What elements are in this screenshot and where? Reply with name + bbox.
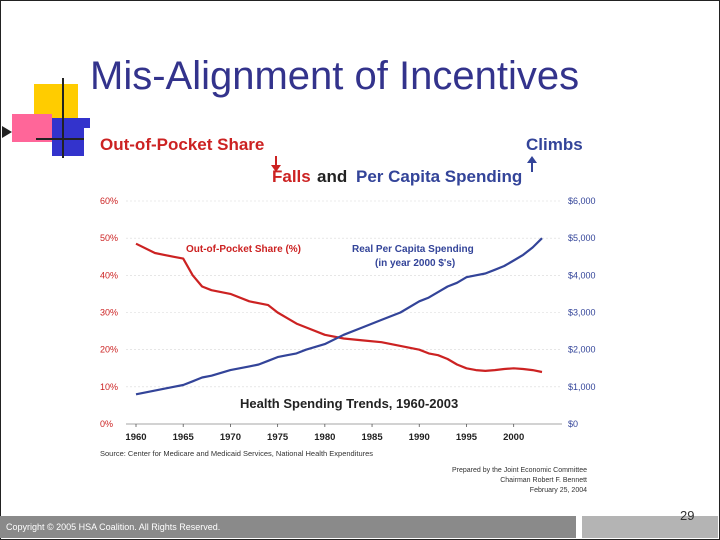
left-tick-label: 30%	[100, 308, 118, 318]
source-note: Source: Center for Medicare and Medicaid…	[100, 449, 373, 458]
x-tick-label: 1975	[267, 432, 289, 443]
vertical-rule	[62, 78, 64, 158]
oop-share-line	[135, 242, 543, 374]
credit-line-3: February 25, 2004	[530, 487, 587, 494]
horizontal-rule	[36, 138, 92, 140]
x-tick-label: 1970	[220, 432, 241, 443]
arrow-pointer-icon	[2, 126, 12, 138]
x-tick-label: 1985	[361, 432, 383, 443]
page-number: 29	[680, 508, 695, 523]
x-tick-label: 1980	[314, 432, 335, 443]
copyright-text: Copyright © 2005 HSA Coalition. All Righ…	[6, 522, 221, 532]
slide-title: Mis-Alignment of Incentives	[90, 54, 580, 98]
right-tick-label: $1,000	[568, 382, 596, 392]
right-tick-label: $0	[568, 419, 578, 429]
per-capita-spending-line	[135, 237, 543, 396]
headline-climbs: Climbs	[526, 135, 583, 154]
spending-label-line1: Real Per Capita Spending	[352, 244, 474, 255]
x-tick-label: 1990	[409, 432, 430, 443]
headline-and: and	[317, 167, 347, 186]
left-tick-label: 20%	[100, 345, 118, 355]
pink-square	[12, 114, 52, 142]
right-tick-label: $6,000	[568, 196, 596, 206]
spending-trends-chart: Out-of-Pocket Share Climbs Falls and Per…	[100, 135, 596, 494]
blue-square	[52, 118, 90, 156]
left-tick-label: 0%	[100, 419, 113, 429]
headline-spending: Per Capita Spending	[356, 167, 522, 186]
credit-line-2: Chairman Robert F. Bennett	[500, 477, 587, 484]
left-axis: 0% 10% 20% 30% 40% 50% 60%	[100, 196, 118, 429]
falls-arrow-head	[271, 165, 281, 172]
right-tick-label: $2,000	[568, 345, 596, 355]
credit-line-1: Prepared by the Joint Economic Committee	[452, 467, 587, 474]
x-tick-label: 1960	[125, 432, 146, 443]
left-tick-label: 40%	[100, 270, 118, 280]
right-tick-label: $4,000	[568, 270, 596, 280]
chart-panel: Out-of-Pocket Share Climbs Falls and Per…	[84, 128, 624, 500]
headline-falls: Falls	[272, 167, 311, 186]
left-tick-label: 60%	[100, 196, 118, 206]
right-tick-label: $3,000	[568, 308, 596, 318]
x-axis: 1960 1965 1970 1975 1980 1985 1990 1995 2000	[125, 424, 524, 443]
x-tick-label: 1995	[456, 432, 478, 443]
oop-share-label: Out-of-Pocket Share (%)	[186, 244, 301, 255]
x-tick-label: 1965	[173, 432, 195, 443]
right-axis: $0 $1,000 $2,000 $3,000 $4,000 $5,000 $6,000	[568, 196, 596, 429]
climbs-arrow-head	[527, 156, 537, 163]
footer-bar	[0, 516, 576, 538]
footer-bar-right	[582, 516, 718, 538]
spending-label-line2: (in year 2000 $'s)	[375, 258, 455, 269]
grid-lines	[126, 200, 562, 425]
x-tick-label: 2000	[503, 432, 524, 443]
left-tick-label: 50%	[100, 233, 118, 243]
right-tick-label: $5,000	[568, 233, 596, 243]
headline-oop-share: Out-of-Pocket Share	[100, 135, 264, 154]
left-tick-label: 10%	[100, 382, 118, 392]
chart-title: Health Spending Trends, 1960-2003	[240, 396, 458, 411]
series-lines	[135, 237, 543, 396]
